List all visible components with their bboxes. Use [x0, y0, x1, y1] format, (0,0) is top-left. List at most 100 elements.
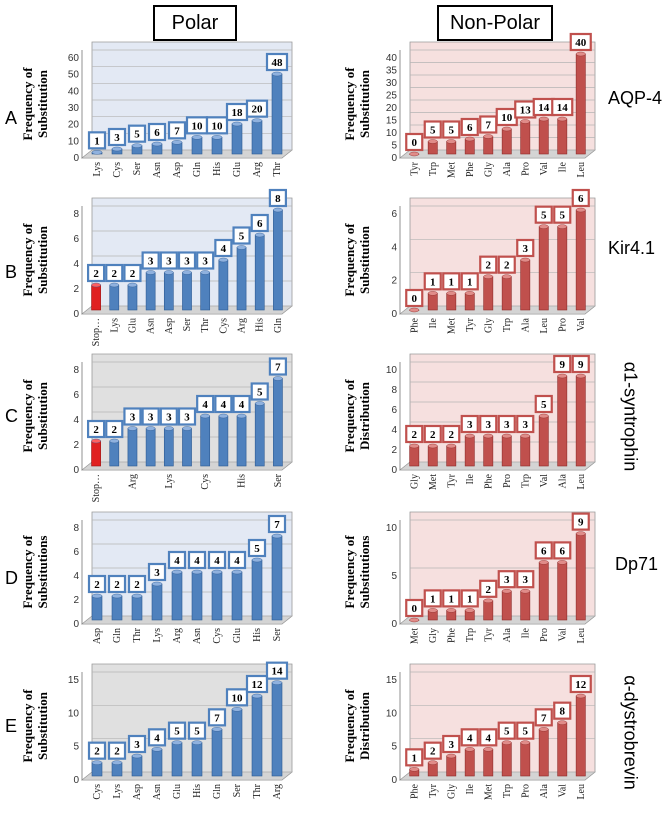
data-label: 1: [449, 593, 455, 605]
bar-cap: [91, 282, 101, 288]
bar-cap: [211, 569, 223, 575]
data-label: 10: [501, 112, 513, 124]
category-label: Pro: [539, 628, 550, 642]
data-label: 13: [520, 105, 532, 117]
bar-cap: [200, 270, 210, 275]
data-label: 10: [232, 692, 244, 704]
y-axis-label: Frequency of: [20, 689, 35, 763]
y-tick-label: 5: [391, 141, 397, 152]
data-label-box: [571, 354, 590, 374]
category-label: Ile: [465, 783, 476, 794]
data-label-box: [167, 121, 187, 140]
bar: [145, 428, 156, 467]
bar: [127, 428, 138, 467]
category-label: Asn: [146, 318, 157, 334]
data-label: 6: [257, 218, 263, 230]
data-label-box: [167, 721, 187, 740]
bar: [191, 571, 203, 621]
bar-cap: [446, 753, 457, 759]
data-label: 6: [541, 545, 547, 557]
y-tick-label: 2: [73, 595, 79, 606]
category-label: Ile: [428, 317, 439, 328]
category-label: Lys: [109, 318, 120, 333]
data-label-box: [479, 414, 498, 434]
bar: [271, 535, 283, 621]
data-label: 9: [578, 359, 584, 371]
data-label: 4: [174, 555, 180, 567]
bar: [251, 695, 263, 777]
data-label: 4: [154, 732, 160, 744]
data-label-box: [423, 424, 442, 444]
bar: [151, 749, 163, 777]
data-label-box: [442, 734, 461, 754]
data-label: 2: [412, 429, 418, 441]
bar-cap: [218, 257, 229, 263]
category-label: Met: [409, 628, 420, 644]
bar-cap: [127, 282, 138, 288]
bar: [520, 259, 531, 311]
category-label: Val: [557, 784, 568, 798]
data-label: 3: [486, 419, 492, 431]
category-label: Thr: [132, 627, 143, 642]
category-label: Leu: [576, 628, 587, 644]
data-label-box: [245, 99, 269, 118]
bar: [273, 378, 283, 467]
bar: [236, 415, 247, 467]
data-label: 3: [523, 243, 529, 255]
data-label-box: [405, 424, 424, 444]
data-label-box: [405, 132, 424, 152]
bar-cap: [575, 373, 586, 379]
nonpolar-header: Non-Polar: [437, 5, 553, 41]
y-tick-label: 30: [386, 78, 398, 89]
data-label: 4: [467, 732, 473, 744]
category-label: Met: [446, 162, 457, 178]
data-label-box: [534, 394, 553, 414]
bar-cap: [164, 426, 174, 431]
data-label-box: [460, 272, 479, 291]
category-label: Pro: [520, 784, 531, 798]
bar: [127, 284, 138, 311]
bar: [427, 293, 438, 311]
bar: [163, 428, 174, 467]
category-label: Trp: [502, 784, 513, 798]
category-label: Pro: [520, 162, 531, 176]
y-tick-label: 8: [73, 209, 79, 220]
bar-cap: [251, 693, 263, 699]
data-label: 3: [449, 739, 455, 751]
y-axis-label: Substitution: [357, 225, 372, 294]
category-label: Gly: [409, 474, 420, 489]
bar-cap: [218, 413, 229, 419]
category-label: Arg: [172, 628, 183, 643]
bar-cap: [271, 680, 283, 685]
category-label: Arg: [272, 784, 283, 799]
bar-cap: [501, 589, 512, 594]
y-tick-label: 40: [386, 53, 398, 64]
bar: [501, 276, 512, 311]
data-label-box: [205, 116, 229, 135]
y-axis-label: Substitutions: [357, 536, 372, 609]
bar: [91, 440, 101, 467]
y-tick-label: 40: [68, 86, 80, 97]
data-label: 2: [430, 746, 436, 758]
bar-cap: [427, 608, 438, 613]
y-tick-label: 10: [386, 708, 398, 719]
data-label-box: [551, 97, 574, 117]
category-label: Glu: [232, 628, 243, 643]
bar: [483, 276, 494, 311]
bar: [131, 595, 143, 621]
data-label-box: [553, 354, 572, 374]
data-label-box: [107, 741, 127, 760]
data-label-box: [177, 251, 197, 270]
data-label-box: [123, 407, 142, 426]
bar-cap: [191, 740, 203, 745]
data-label: 1: [430, 593, 436, 605]
y-tick-label: 6: [73, 390, 79, 401]
data-label: 1: [430, 276, 436, 288]
data-label: 1: [94, 135, 100, 147]
y-tick-label: 15: [386, 116, 398, 127]
data-label-box: [127, 124, 147, 143]
data-label-box: [147, 728, 167, 747]
bar: [254, 403, 265, 467]
bar: [501, 435, 512, 467]
data-label: 8: [275, 193, 281, 205]
